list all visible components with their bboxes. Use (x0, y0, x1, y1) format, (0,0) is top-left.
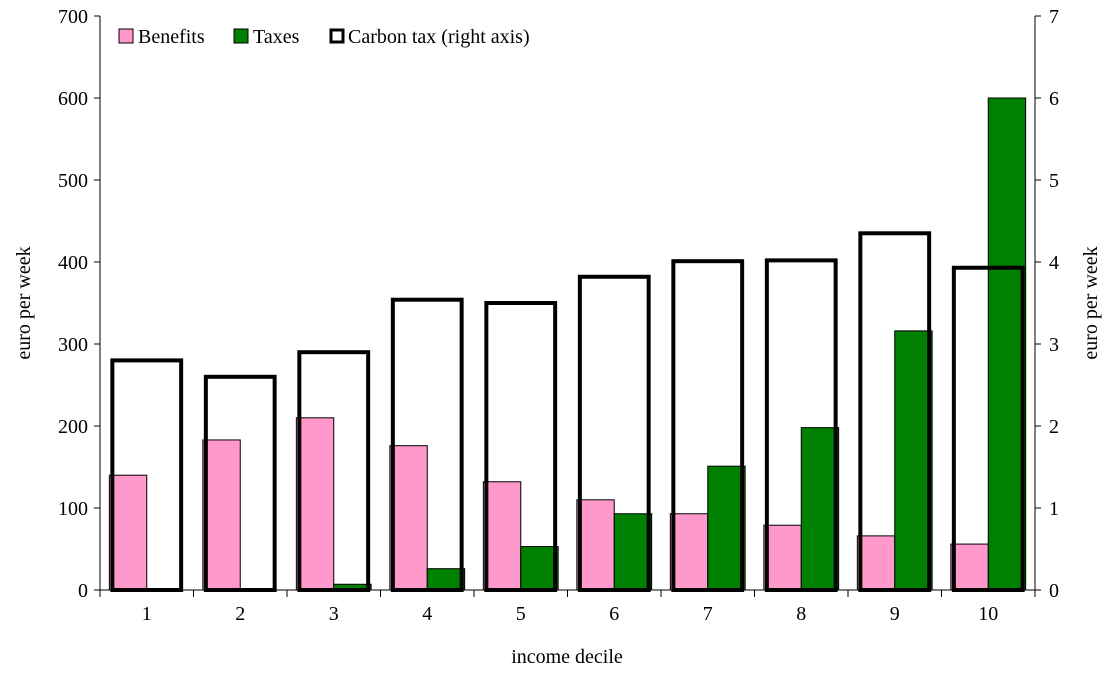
bar-taxes-8 (800, 427, 840, 591)
y-axis-title-right: euro per week (1080, 246, 1102, 359)
x-axis-title: income decile (511, 646, 623, 668)
bar-benefits-3 (295, 417, 335, 591)
y-axis-title-left: euro per week (13, 246, 35, 359)
bar-taxes-6 (613, 513, 653, 591)
y-tick-label-right: 3 (1049, 334, 1059, 356)
y-tick-label-right: 0 (1049, 580, 1059, 602)
y-tick-label-left: 300 (58, 334, 88, 356)
x-tick-label: 8 (796, 603, 806, 625)
x-tick-label: 4 (422, 603, 432, 625)
bar-taxes-7 (707, 465, 746, 591)
y-tick-label-left: 600 (58, 88, 88, 110)
x-axis-ticks: 1 2 3 4 5 6 7 8 9 10 (99, 590, 1036, 625)
bar-taxes-9 (894, 330, 933, 591)
y-tick-label-left: 500 (58, 170, 88, 192)
x-tick-label: 10 (978, 603, 998, 625)
y-tick-label-right: 6 (1049, 88, 1059, 110)
bar-benefits-5 (482, 481, 522, 591)
y-tick-label-left: 100 (58, 498, 88, 520)
y-tick-label-right: 5 (1049, 170, 1059, 192)
y-tick-label-left: 700 (58, 6, 88, 28)
bar-benefits-7 (669, 513, 709, 591)
x-tick-label: 2 (235, 603, 245, 625)
y-tick-label-left: 400 (58, 252, 88, 274)
bar-benefits-1 (108, 474, 148, 591)
bar-benefits-2 (202, 439, 241, 591)
legend-label-carbon-tax: Carbon tax (right axis) (348, 26, 530, 48)
legend-swatch-benefits (118, 28, 134, 44)
x-tick-label: 7 (703, 603, 713, 625)
bar-benefits-8 (763, 524, 802, 591)
bar-taxes-10 (987, 97, 1027, 591)
y-tick-label-left: 200 (58, 416, 88, 438)
legend: Benefits Taxes Carbon tax (right axis) (118, 26, 530, 48)
bar-benefits-9 (856, 535, 896, 591)
legend-swatch-taxes (233, 28, 249, 44)
bar-benefits-4 (389, 445, 428, 591)
bar-benefits-10 (950, 543, 989, 591)
legend-label-benefits: Benefits (138, 26, 205, 48)
x-tick-label: 9 (890, 603, 900, 625)
bar-taxes-4 (426, 568, 466, 591)
right-axis-ticks: 0 1 2 3 4 5 6 7 (1035, 6, 1059, 602)
y-tick-label-right: 7 (1049, 6, 1059, 28)
left-axis-ticks: 0 100 200 300 400 500 600 700 (58, 6, 100, 602)
legend-label-taxes: Taxes (253, 26, 300, 48)
bars (108, 97, 1027, 593)
bar-taxes-5 (520, 546, 559, 591)
x-tick-label: 6 (609, 603, 619, 625)
x-tick-label: 1 (142, 603, 152, 625)
bar-benefits-6 (576, 499, 615, 591)
x-tick-label: 5 (516, 603, 526, 625)
x-tick-label: 3 (329, 603, 339, 625)
legend-swatch-carbon-tax (329, 28, 345, 44)
y-tick-label-right: 2 (1049, 416, 1059, 438)
y-tick-label-right: 4 (1049, 252, 1059, 274)
y-tick-label-right: 1 (1049, 498, 1059, 520)
y-tick-label-left: 0 (78, 580, 88, 602)
